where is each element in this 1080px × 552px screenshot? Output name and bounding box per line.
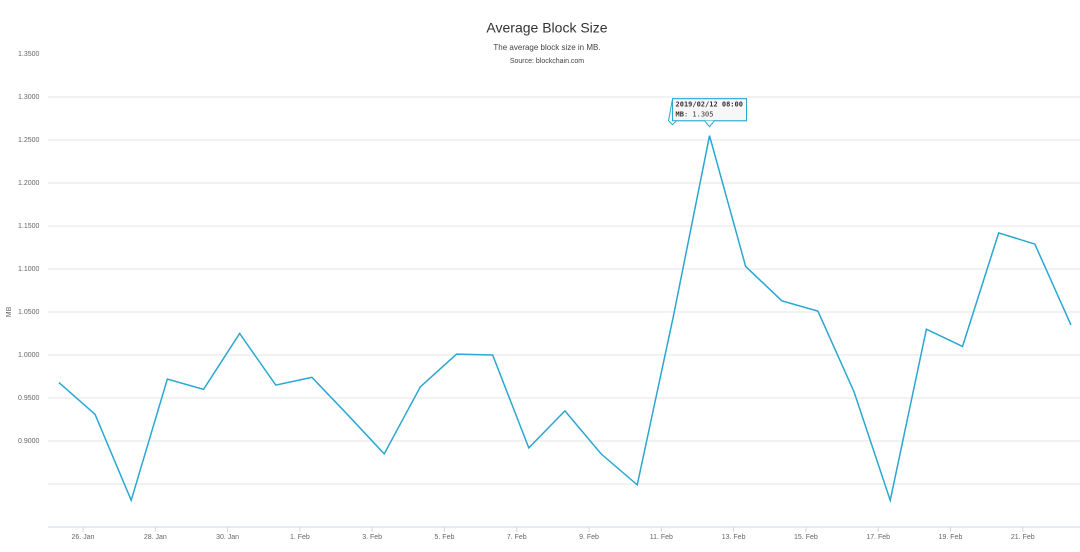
x-tick-label: 11. Feb bbox=[650, 534, 673, 541]
x-tick-label: 9. Feb bbox=[579, 534, 599, 541]
x-tick-label: 3. Feb bbox=[362, 534, 382, 541]
y-tick-label: 1.0500 bbox=[18, 309, 40, 316]
x-tick-label: 30. Jan bbox=[216, 534, 239, 541]
y-tick-label: 1.1500 bbox=[18, 223, 40, 230]
chart-title: Average Block Size bbox=[486, 20, 607, 36]
x-tick-label: 17. Feb bbox=[866, 534, 890, 541]
tooltip-number: 1.305 bbox=[692, 111, 713, 119]
x-tick-label: 1. Feb bbox=[290, 534, 310, 541]
y-tick-label: 1.1000 bbox=[18, 266, 40, 273]
x-tick-label: 28. Jan bbox=[144, 534, 167, 541]
y-axis-label: MB bbox=[6, 306, 13, 317]
x-tick-label: 5. Feb bbox=[435, 534, 455, 541]
line-series bbox=[58, 135, 1072, 504]
y-tick-label: 0.9000 bbox=[18, 438, 40, 445]
chart-subtitle: The average block size in MB. bbox=[493, 43, 600, 52]
chart-source: Source: blockchain.com bbox=[510, 58, 584, 65]
tooltip-value: MB: 1.305 bbox=[676, 111, 714, 119]
x-tick-label: 21. Feb bbox=[1011, 534, 1035, 541]
y-tick-label: 1.3500 bbox=[18, 51, 40, 58]
x-tick-label: 15. Feb bbox=[794, 534, 818, 541]
y-tick-label: 1.0000 bbox=[18, 352, 40, 359]
x-tick-label: 19. Feb bbox=[939, 534, 963, 541]
x-tick-label: 7. Feb bbox=[507, 534, 527, 541]
y-tick-label: 1.2000 bbox=[18, 180, 40, 187]
tooltip-pointer bbox=[704, 120, 715, 128]
tooltip-date: 2019/02/12 08:00 bbox=[676, 101, 743, 109]
x-tick-label: 13. Feb bbox=[722, 534, 746, 541]
y-tick-label: 1.3000 bbox=[18, 94, 40, 101]
tooltip-series-name: MB bbox=[676, 111, 684, 119]
x-tick-label: 26. Jan bbox=[72, 534, 95, 541]
tooltip: 2019/02/12 08:00 MB: 1.305 bbox=[667, 98, 748, 128]
y-tick-label: 1.2500 bbox=[18, 137, 40, 144]
tooltip-sep: : bbox=[684, 111, 692, 119]
y-tick-label: 0.9500 bbox=[18, 395, 40, 402]
